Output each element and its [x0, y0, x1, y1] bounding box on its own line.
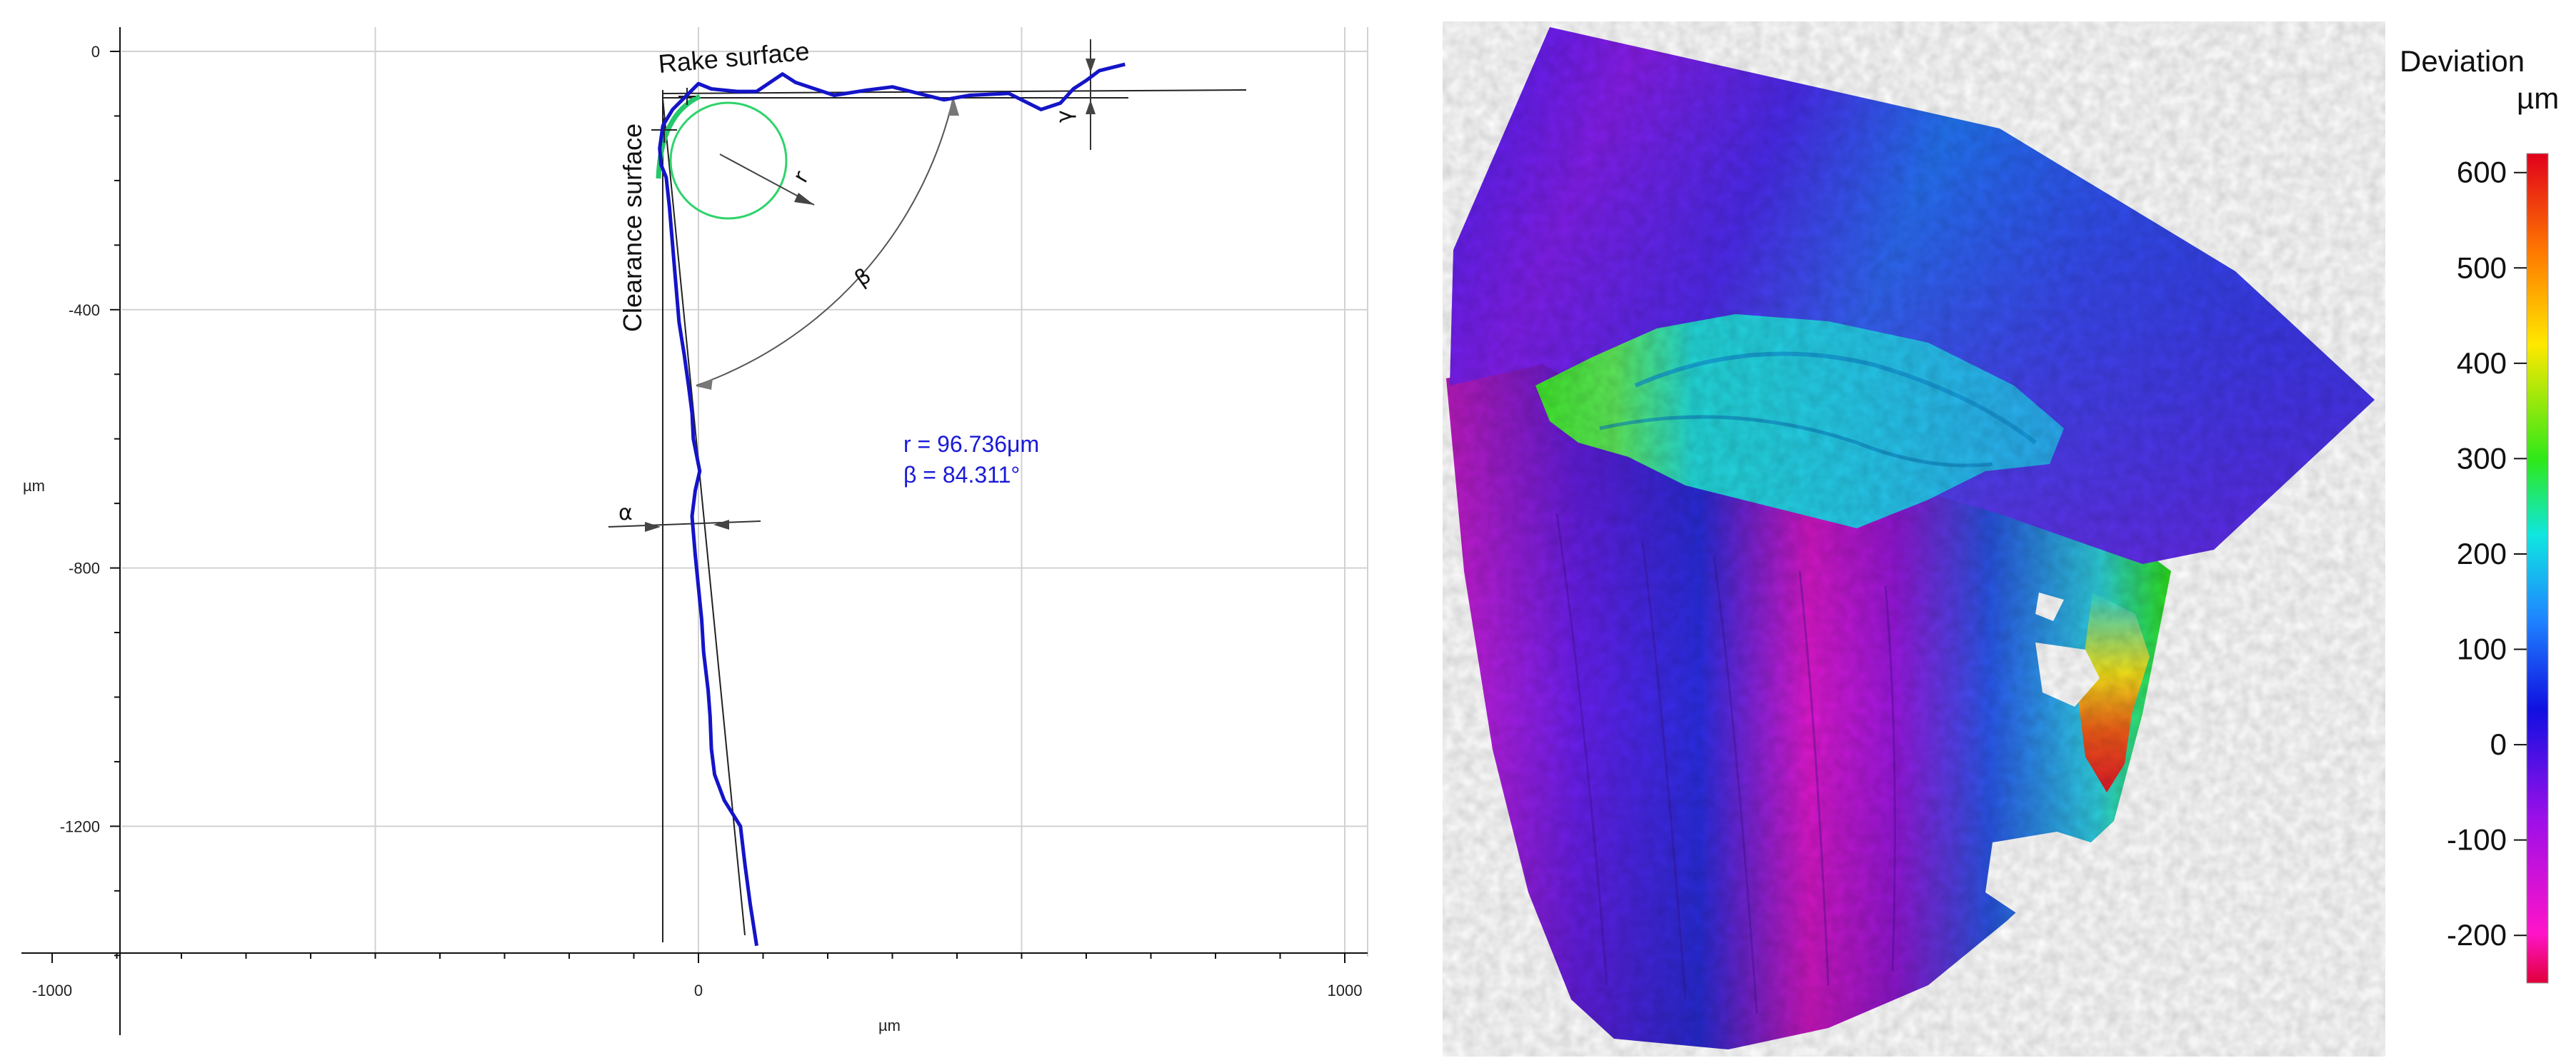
y-tick-label: -800 [69, 560, 100, 578]
chart-ticks: -1000 0 1000 0 -400 -800 -1200 [32, 43, 1363, 999]
construction-lines [662, 89, 1247, 942]
colorbar-gradient [2526, 153, 2549, 984]
gamma-arrowhead-bottom [1086, 100, 1096, 114]
radius-result-text: r = 96.736μm [903, 431, 1039, 457]
measured-profile-line [658, 62, 1126, 947]
colorbar-tick-label: -200 [2447, 918, 2507, 952]
y-tick-label: -1200 [60, 817, 100, 835]
clearance-surface-label: Clearance surface [618, 124, 647, 332]
x-axis-unit-label: µm [878, 1017, 901, 1034]
edge-radius-circle [669, 101, 788, 220]
x-tick-label: 1000 [1328, 982, 1363, 999]
colorbar-tick-label: 300 [2457, 441, 2507, 475]
colorbar-tick-label: 500 [2457, 251, 2507, 284]
rake-surface-label: Rake surface [657, 36, 811, 79]
colorbar-tick-label: -100 [2447, 823, 2507, 857]
chart-grid [121, 27, 1368, 957]
colorbar-title: Deviation [2400, 44, 2525, 78]
beta-label: β [851, 263, 876, 292]
colorbar-tick-label: 200 [2457, 537, 2507, 570]
alpha-dimension-line [608, 520, 761, 528]
surface-texture [1443, 21, 2385, 1057]
beta-arc [696, 96, 954, 386]
beta-arrowhead-bottom [696, 378, 713, 390]
beta-result-text: β = 84.311° [903, 462, 1020, 488]
deviation-colorbar: Deviation µm 600 500 400 300 200 100 0 -100 -200 [2400, 44, 2559, 984]
rake-reference-line [662, 89, 1247, 94]
alpha-label: α [618, 500, 633, 525]
colorbar-unit: µm [2517, 81, 2559, 115]
x-tick-label: -1000 [32, 982, 72, 999]
colorbar-tick-label: 400 [2457, 346, 2507, 380]
colorbar-tick-label: 0 [2490, 727, 2507, 761]
deviation-surface-render [1443, 21, 2385, 1057]
colorbar-ticks: 600 500 400 300 200 100 0 -100 -200 [2447, 156, 2527, 952]
beta-arrowhead-top [948, 97, 959, 116]
gamma-arrowhead-top [1086, 59, 1096, 73]
colorbar-tick-label: 100 [2457, 633, 2507, 666]
gamma-label: γ [1052, 110, 1077, 123]
colorbar-tick-label: 600 [2457, 156, 2507, 189]
alpha-arrowhead-left [645, 522, 661, 532]
alpha-arrowhead-right [713, 520, 729, 530]
y-tick-label: -400 [69, 301, 100, 319]
profile-chart: -1000 0 1000 0 -400 -800 -1200 [21, 27, 1368, 1035]
radius-arrowhead [794, 193, 814, 205]
clearance-tangent-line [662, 98, 746, 936]
y-axis-unit-label: µm [23, 477, 45, 495]
r-label: r [788, 166, 815, 187]
y-tick-label: 0 [91, 43, 100, 61]
x-tick-label: 0 [694, 982, 703, 999]
